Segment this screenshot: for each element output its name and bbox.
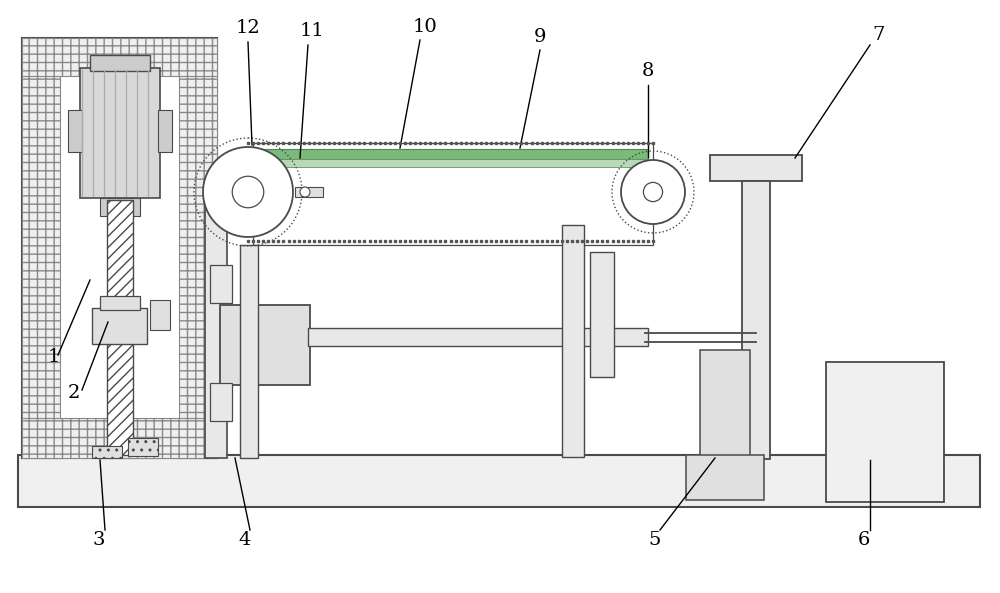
Bar — [826, 362, 944, 502]
Bar — [308, 328, 648, 346]
Text: 1: 1 — [48, 348, 60, 366]
Circle shape — [232, 176, 264, 208]
Bar — [742, 181, 770, 459]
Text: 5: 5 — [648, 531, 660, 549]
Bar — [686, 455, 764, 500]
Bar — [253, 143, 653, 245]
Text: 3: 3 — [92, 531, 104, 549]
Circle shape — [621, 160, 685, 224]
Text: 10: 10 — [413, 18, 438, 36]
Bar — [253, 149, 648, 159]
Bar — [92, 308, 147, 344]
Text: 8: 8 — [642, 62, 654, 80]
Bar — [22, 38, 60, 458]
Bar — [92, 446, 122, 458]
Bar — [68, 110, 82, 152]
Bar — [210, 265, 232, 303]
Bar — [710, 155, 802, 181]
Bar — [205, 200, 227, 458]
Bar — [253, 159, 648, 167]
Bar — [150, 300, 170, 330]
Circle shape — [203, 147, 293, 237]
Text: 6: 6 — [858, 531, 870, 549]
Text: 12: 12 — [236, 19, 261, 37]
Bar — [210, 383, 232, 421]
Text: 4: 4 — [238, 531, 250, 549]
Text: 7: 7 — [872, 26, 884, 44]
Text: 11: 11 — [300, 22, 325, 40]
Text: 2: 2 — [68, 384, 80, 402]
Circle shape — [643, 183, 663, 202]
Bar — [240, 245, 258, 458]
Bar — [90, 55, 150, 71]
Bar — [700, 350, 750, 458]
Bar — [220, 305, 310, 385]
Bar — [295, 187, 323, 197]
Circle shape — [300, 187, 310, 197]
Bar — [107, 200, 133, 455]
Bar — [100, 296, 140, 310]
Text: 9: 9 — [534, 28, 546, 46]
Bar — [562, 225, 584, 457]
Bar — [158, 110, 172, 152]
Bar — [22, 38, 217, 76]
Bar — [22, 38, 217, 458]
Bar — [590, 252, 614, 377]
Bar — [18, 455, 980, 507]
Bar — [80, 68, 160, 198]
Bar — [128, 438, 158, 456]
Bar — [22, 418, 217, 458]
Bar — [179, 38, 217, 458]
Bar — [100, 198, 140, 216]
